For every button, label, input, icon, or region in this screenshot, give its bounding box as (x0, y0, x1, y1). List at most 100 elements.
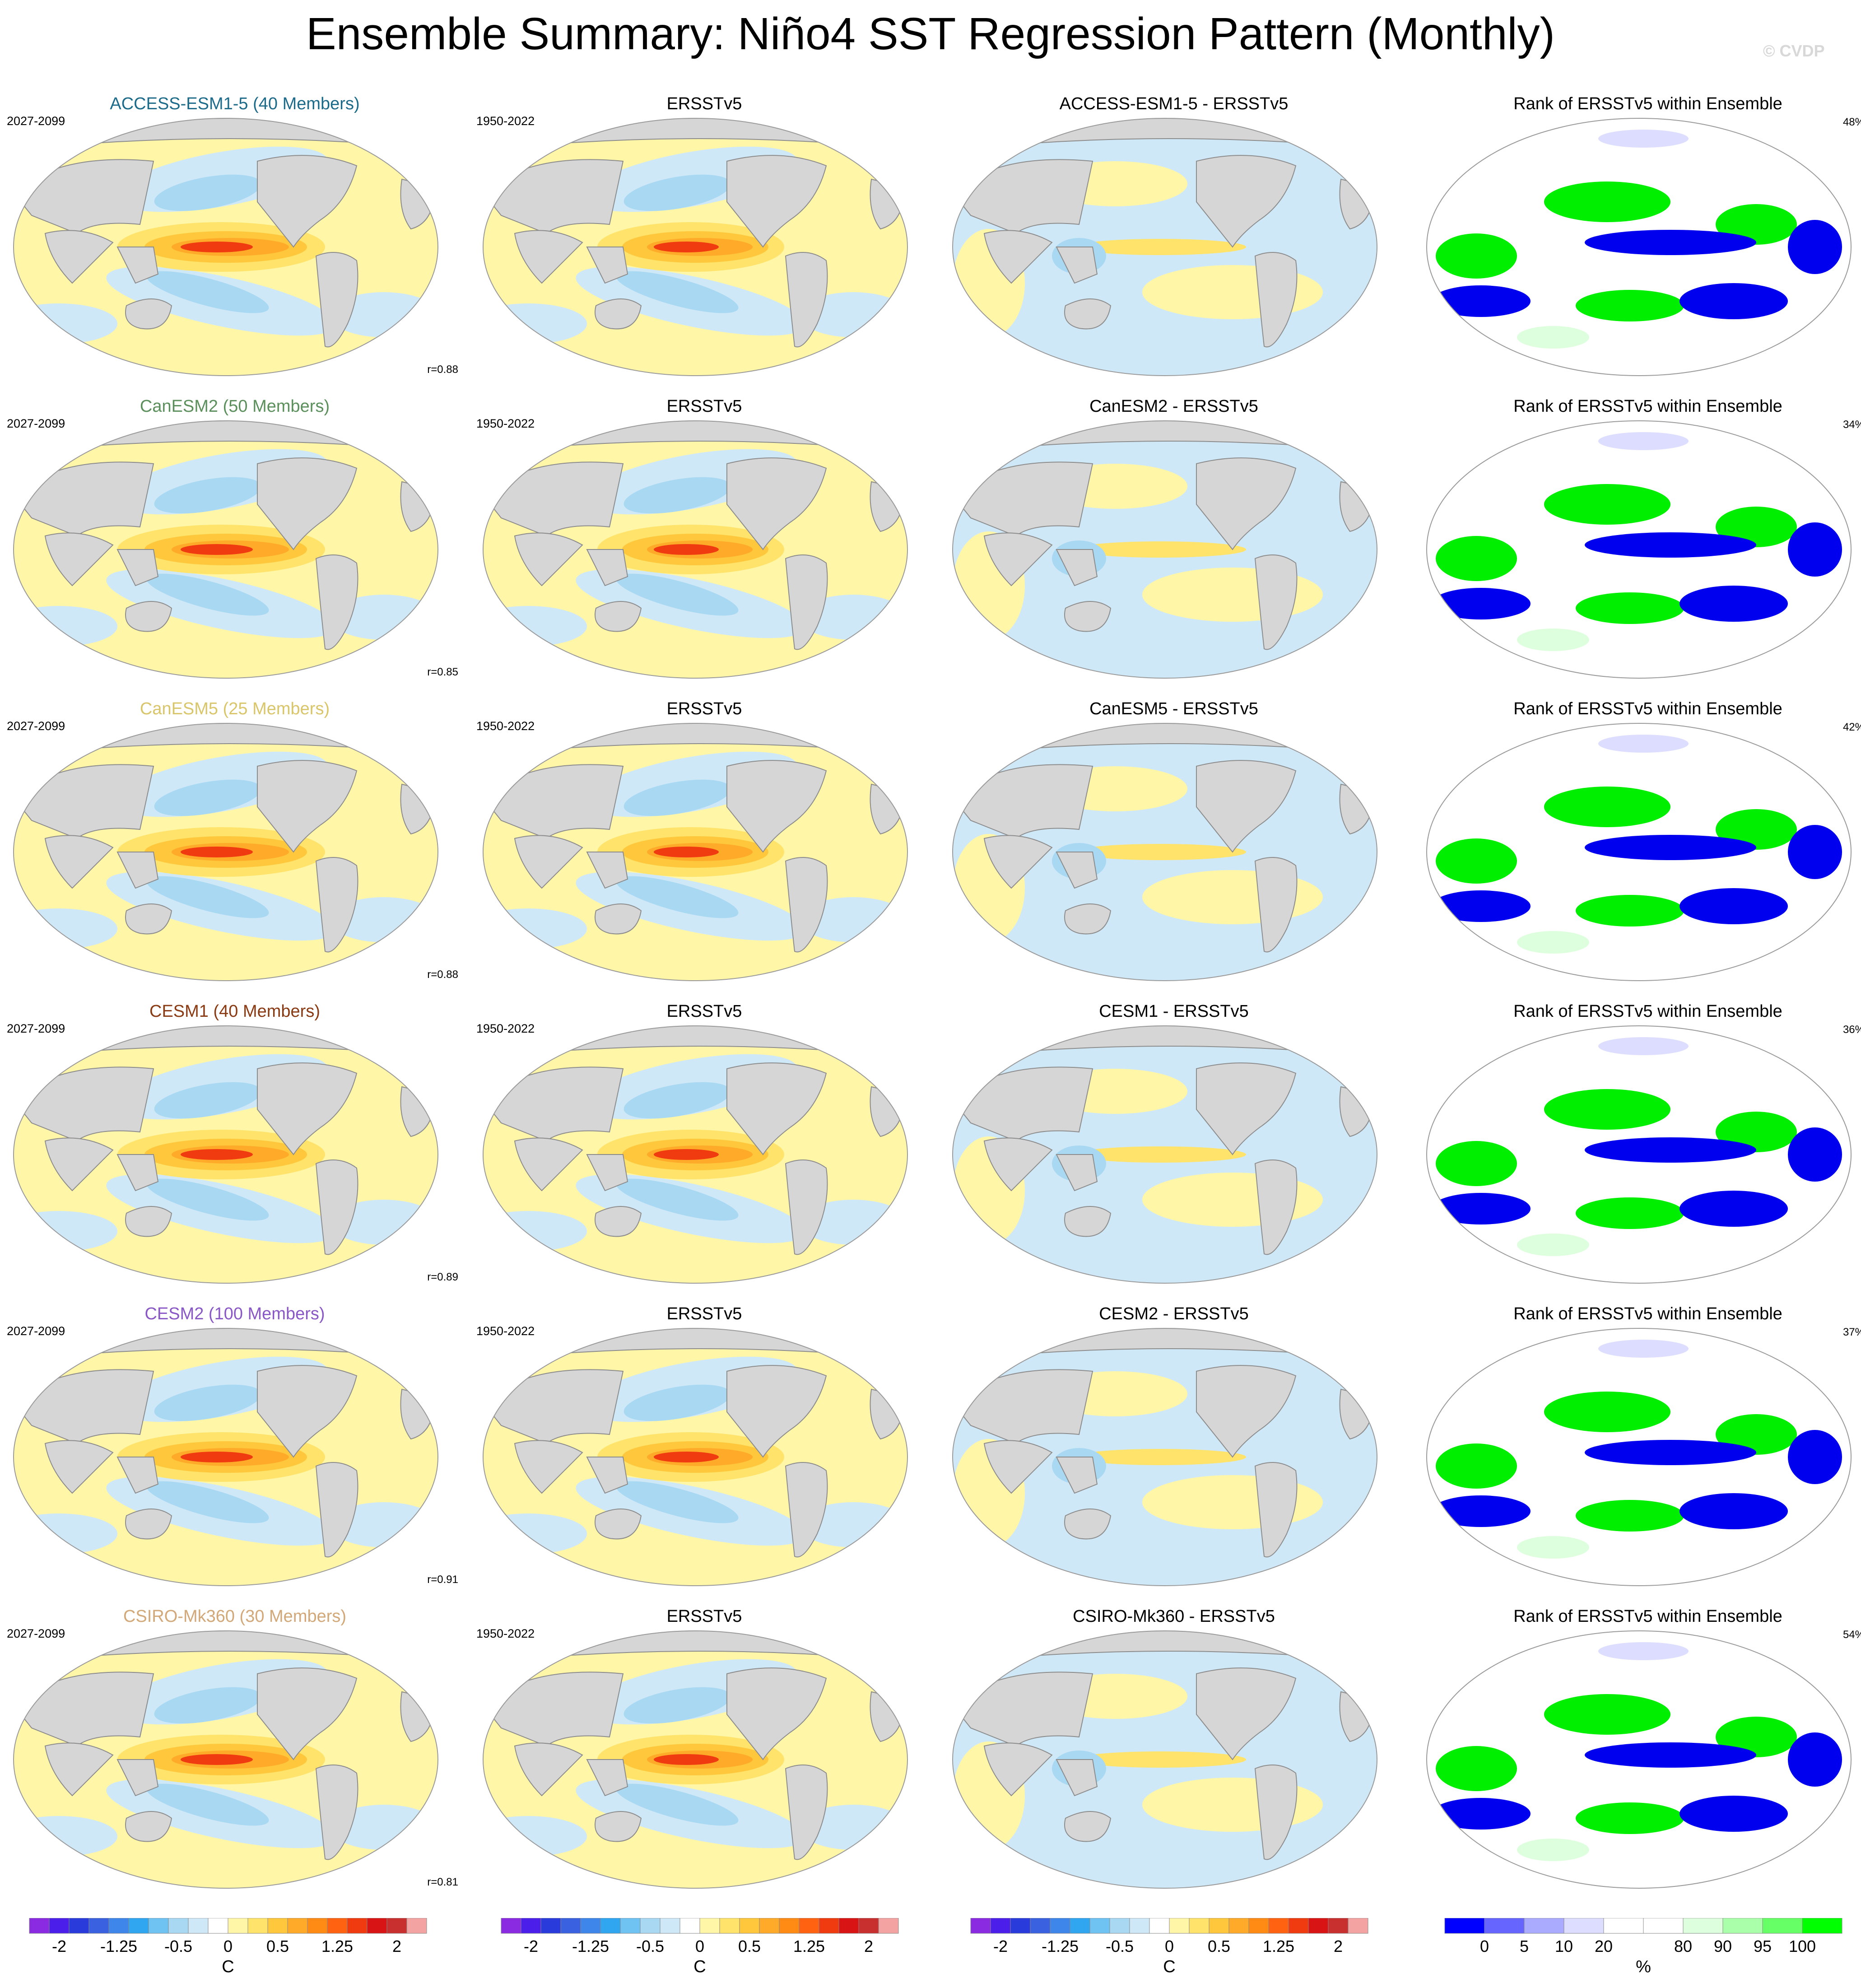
colorbar: 0 5 10 20 80 90 95 100% (1440, 1918, 1861, 1986)
model-title: CanESM2 (50 Members) (140, 397, 330, 416)
colorbar-swatch (347, 1918, 368, 1934)
model-years: 2027-2099 (7, 114, 65, 128)
colorbar-tick-label: 1.25 (793, 1937, 825, 1955)
rank-map (1426, 723, 1852, 981)
colorbar-tick-label: 2 (392, 1937, 401, 1955)
colorbar-swatch (327, 1918, 348, 1934)
colorbar-tick-label: 0 (1165, 1937, 1174, 1955)
colorbar-swatch (1089, 1918, 1110, 1934)
rank-panel: Rank of ERSSTv5 within Ensemble 42% (1413, 698, 1861, 1000)
colorbar-swatch (739, 1918, 760, 1934)
colorbar-swatch (1762, 1918, 1803, 1934)
model-map (13, 1328, 438, 1586)
colorbar-swatch (49, 1918, 70, 1934)
panel-row: CanESM5 (25 Members) 2027-2099 r=0.88 ERSST… (0, 698, 1861, 1000)
colorbar-swatch (406, 1918, 427, 1934)
rank-percent: 34% (1842, 419, 1861, 431)
diff-map (952, 1630, 1377, 1889)
colorbar-tick-label: 90 (1714, 1937, 1732, 1955)
pattern-correlation: r=0.89 (427, 1271, 458, 1283)
colorbar-tick-label: 5 (1520, 1937, 1529, 1955)
model-panel: CESM1 (40 Members) 2027-2099 r=0.89 (0, 1000, 470, 1303)
colorbar-swatch (1050, 1918, 1070, 1934)
colorbar: -2 -1.25 -0.5 0 0.5 1.25 2 C (25, 1918, 476, 1986)
colorbar-svg: -2 -1.25 -0.5 0 0.5 1.25 2 C (29, 1918, 427, 1976)
colorbar-tick-label: 10 (1555, 1937, 1573, 1955)
colorbar-swatch (858, 1918, 879, 1934)
rank-panel: Rank of ERSSTv5 within Ensemble 36% (1413, 1000, 1861, 1303)
colorbar-swatch (386, 1918, 407, 1934)
colorbar-swatch (620, 1918, 641, 1934)
obs-panel: ERSSTv5 1950-2022 (470, 93, 939, 395)
diff-panel: CESM2 - ERSSTv5 (939, 1303, 1409, 1605)
rank-title: Rank of ERSSTv5 within Ensemble (1513, 1304, 1782, 1323)
colorbar-swatch (1484, 1918, 1525, 1934)
obs-map (483, 1630, 908, 1889)
rank-panel: Rank of ERSSTv5 within Ensemble 34% (1413, 395, 1861, 698)
colorbar-swatch (1129, 1918, 1150, 1934)
panel-row: CanESM2 (50 Members) 2027-2099 r=0.85 ERSST… (0, 395, 1861, 698)
rank-map (1426, 1025, 1852, 1284)
colorbar-tick-label: 100 (1789, 1937, 1816, 1955)
colorbar-tick-label: -1.25 (1042, 1937, 1079, 1955)
rank-panel: Rank of ERSSTv5 within Ensemble 48% (1413, 93, 1861, 395)
panel-row: CSIRO-Mk360 (30 Members) 2027-2099 r=0.81 E… (0, 1605, 1861, 1908)
model-years: 2027-2099 (7, 1627, 65, 1640)
pattern-correlation: r=0.88 (427, 363, 458, 376)
rank-map (1426, 118, 1852, 376)
model-years: 2027-2099 (7, 417, 65, 430)
pattern-correlation: r=0.81 (427, 1876, 458, 1888)
rank-percent: 54% (1842, 1629, 1861, 1641)
obs-years: 1950-2022 (476, 1022, 535, 1035)
colorbar-swatch (799, 1918, 819, 1934)
colorbar-swatch (1288, 1918, 1309, 1934)
rank-title: Rank of ERSSTv5 within Ensemble (1513, 1002, 1782, 1021)
colorbar-swatch (1603, 1918, 1644, 1934)
colorbar-swatch (1722, 1918, 1763, 1934)
rank-title: Rank of ERSSTv5 within Ensemble (1513, 94, 1782, 113)
diff-title: CESM2 - ERSSTv5 (1099, 1304, 1249, 1323)
colorbar-unit: C (1163, 1957, 1175, 1976)
colorbar-swatch (1010, 1918, 1031, 1934)
colorbar-swatch (168, 1918, 189, 1934)
colorbar-swatch (1248, 1918, 1269, 1934)
obs-title: ERSSTv5 (666, 397, 742, 416)
colorbar-tick-label: 2 (864, 1937, 873, 1955)
colorbar: -2 -1.25 -0.5 0 0.5 1.25 2 C (966, 1918, 1418, 1986)
rank-percent: 36% (1842, 1024, 1861, 1036)
obs-panel: ERSSTv5 1950-2022 (470, 698, 939, 1000)
colorbar-swatch (501, 1918, 521, 1934)
diff-panel: CanESM2 - ERSSTv5 (939, 395, 1409, 698)
colorbar-swatch (1802, 1918, 1842, 1934)
colorbar-tick-label: -2 (524, 1937, 538, 1955)
colorbar-swatch (1444, 1918, 1485, 1934)
colorbar-swatch (1328, 1918, 1349, 1934)
model-title: CESM2 (100 Members) (144, 1304, 325, 1323)
colorbar-tick-label: -2 (52, 1937, 66, 1955)
diff-map (952, 723, 1377, 981)
diff-title: CanESM5 - ERSSTv5 (1089, 699, 1258, 718)
colorbar-swatch (838, 1918, 859, 1934)
obs-years: 1950-2022 (476, 1627, 535, 1640)
colorbar-tick-label: -2 (993, 1937, 1008, 1955)
colorbar-swatch (148, 1918, 169, 1934)
colorbar-swatch (660, 1918, 680, 1934)
colorbar-swatch (779, 1918, 800, 1934)
colorbar-tick-label: 1.25 (1263, 1937, 1294, 1955)
figure-title: Ensemble Summary: Niño4 SST Regression P… (306, 9, 1555, 59)
colorbar-swatch (69, 1918, 89, 1934)
colorbar-tick-label: -0.5 (1106, 1937, 1134, 1955)
colorbar-swatch (1643, 1918, 1684, 1934)
colorbar-swatch (267, 1918, 288, 1934)
diff-map (952, 420, 1377, 679)
obs-title: ERSSTv5 (666, 1607, 742, 1626)
rank-title: Rank of ERSSTv5 within Ensemble (1513, 699, 1782, 718)
colorbar-swatch (1268, 1918, 1289, 1934)
diff-panel: CESM1 - ERSSTv5 (939, 1000, 1409, 1303)
rank-map (1426, 1630, 1852, 1889)
diff-title: ACCESS-ESM1-5 - ERSSTv5 (1059, 94, 1289, 113)
colorbar-swatch (247, 1918, 268, 1934)
colorbar-unit: C (693, 1957, 706, 1976)
colorbar-swatch (1563, 1918, 1604, 1934)
colorbar-swatch (970, 1918, 991, 1934)
